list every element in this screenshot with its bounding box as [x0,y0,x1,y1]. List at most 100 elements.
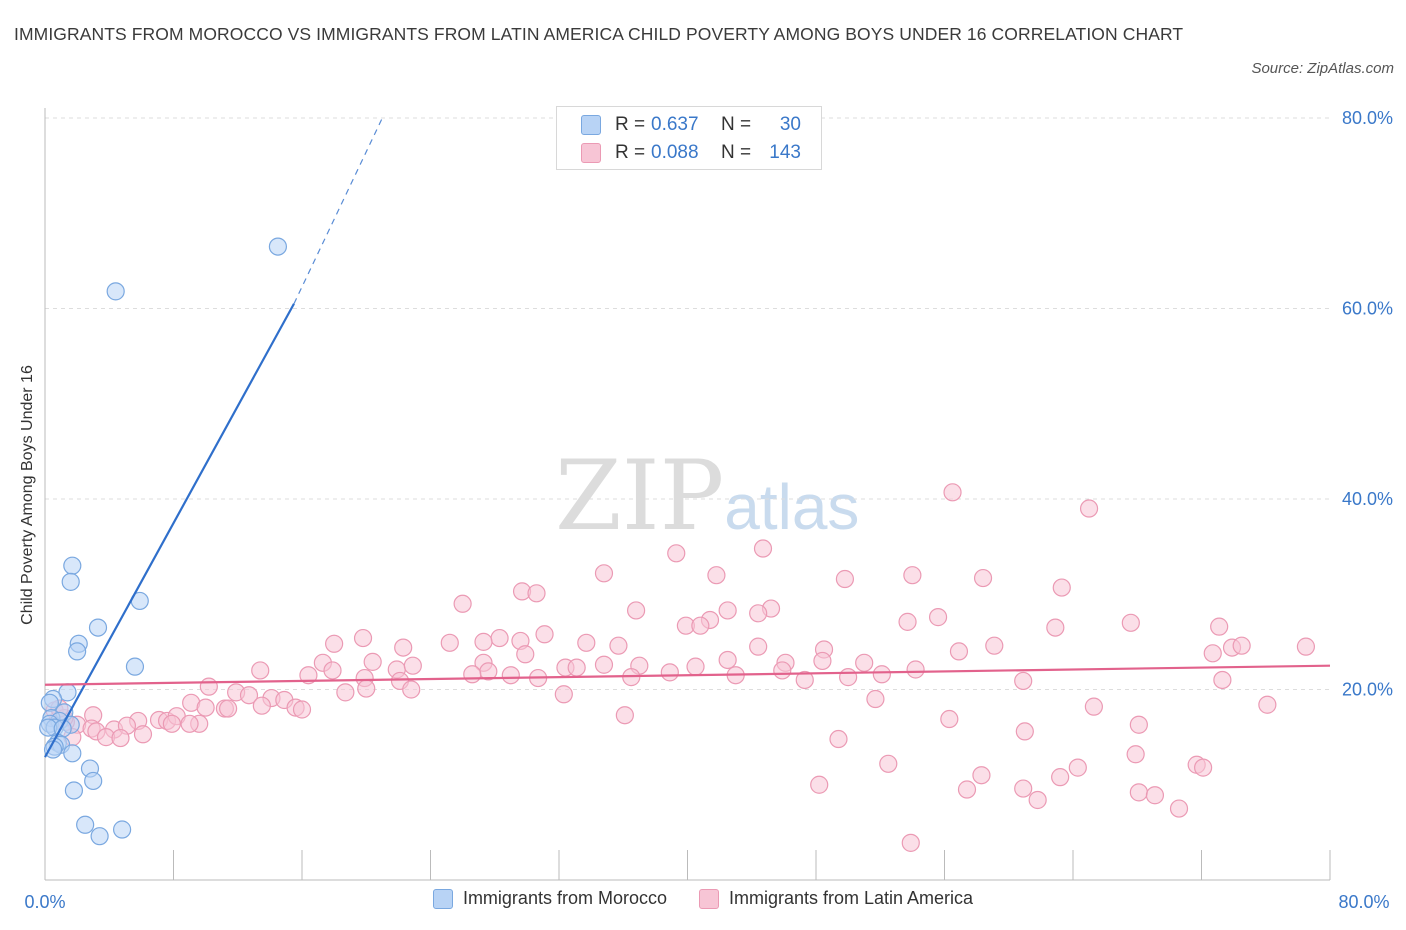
latam-point [1014,779,1033,798]
latam-point [1232,636,1251,655]
latam-point [490,628,509,648]
morocco-swatch [581,115,601,135]
latam-point [718,650,737,670]
watermark-atlas: atlas [724,471,860,543]
latam-point [180,714,199,733]
latam-point [718,601,737,620]
legend-item-morocco[interactable]: Immigrants from Morocco [432,888,667,909]
latam-point [363,652,382,671]
legend-label-morocco: Immigrants from Morocco [462,888,667,908]
n-value: 143 [769,142,801,163]
latam-point [795,670,814,690]
latam-point [753,539,773,558]
morocco-point [76,815,95,834]
latam-point [402,680,421,699]
latam-point [196,698,215,717]
latam-point [835,569,855,589]
morocco-point [40,693,59,712]
latam-point [199,677,218,696]
latam-point [403,656,422,675]
y-tick-label: 40.0% [1342,489,1393,509]
latam-point [810,775,829,794]
stats-legend: R = 0.637 N = 30 R = 0.088 N = 143 [556,106,822,170]
latam-point [1079,499,1099,518]
latam-point [299,666,318,685]
latam-point [940,709,959,729]
series-legend: Immigrants from Morocco Immigrants from … [0,888,1406,909]
latam-point [1084,697,1103,716]
latam-point [1169,799,1189,818]
stats-legend-row-morocco: R = 0.637 N = 30 [581,113,801,137]
morocco-point [63,556,82,575]
latam-point [1014,671,1033,691]
y-tick-label: 60.0% [1342,299,1393,319]
latam-point [686,657,705,676]
latam-point [972,766,991,785]
latam-point [252,696,271,715]
r-value: 0.637 [651,114,699,135]
latam-point [985,636,1004,655]
latam-point [928,608,948,627]
morocco-point [106,282,125,301]
latam-point [855,653,874,672]
latam-point [325,634,344,653]
latam-point [133,725,153,744]
morocco-point [68,642,87,661]
latam-point [660,663,679,682]
latam-point [1203,644,1222,663]
latam-trend-line [44,664,1331,686]
latam-point [1046,618,1065,637]
latam-point [357,679,376,698]
latam-point [1126,745,1145,764]
latam-point [813,651,832,671]
latam-point [1051,768,1070,787]
morocco-point [125,657,145,676]
n-label: N = [721,142,752,163]
latam-point [973,568,993,588]
latam-point [1194,758,1213,777]
latam-point [453,594,472,613]
latam-point [535,625,554,644]
morocco-point [268,237,288,256]
latam-point [292,700,312,719]
latam-point [239,686,259,705]
latam-point [866,689,885,709]
latam-point [336,683,355,702]
latam-point [1296,637,1316,656]
latam-point [1145,786,1165,805]
latam-point [749,637,768,656]
latam-point [353,628,373,648]
legend-item-latam[interactable]: Immigrants from Latin America [698,888,973,909]
y-tick-label: 80.0% [1342,108,1393,128]
latam-point [474,632,493,651]
latam-point [1052,578,1071,597]
latam-point [219,699,238,718]
latam-point [957,780,977,799]
morocco-legend-swatch [432,888,453,909]
latam-swatch [581,143,601,163]
latam-point [501,666,520,685]
latam-point [839,668,858,687]
latam-point [949,642,969,661]
latam-legend-swatch [698,888,719,909]
latam-point [609,636,628,655]
n-label: N = [721,114,752,135]
latam-point [667,544,686,563]
latam-point [872,665,891,684]
morocco-point [84,771,103,791]
latam-point [898,612,917,631]
morocco-point [90,827,109,846]
latam-point [903,566,922,585]
latam-point [323,661,342,680]
x-tick-label: 80.0% [1338,892,1389,912]
latam-point [906,660,925,679]
latam-point [463,665,482,684]
latam-point [594,655,614,674]
latam-point [1068,758,1087,777]
x-tick-label: 0.0% [24,892,65,912]
latam-point [527,584,546,603]
latam-point [1213,670,1232,690]
latam-point [554,685,573,704]
r-label: R = [615,114,646,135]
latam-point [1210,617,1229,636]
